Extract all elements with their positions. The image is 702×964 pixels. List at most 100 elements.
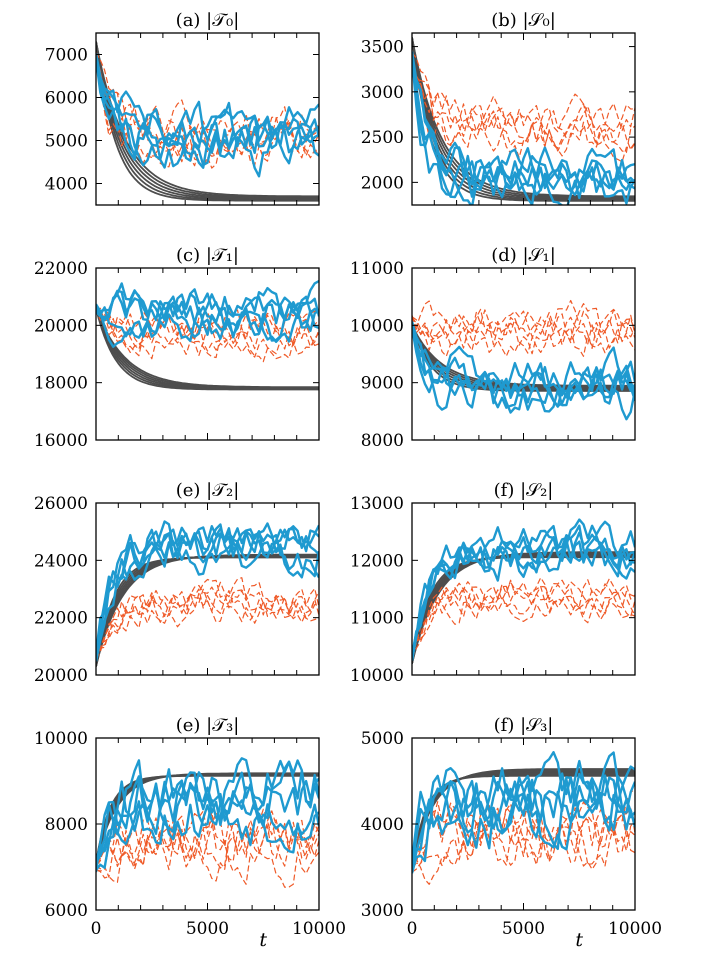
panel-title: (c) |𝒯₁|	[176, 245, 239, 266]
x-tick-label: 5000	[502, 919, 545, 939]
y-tick-label: 24000	[34, 551, 88, 571]
series-group	[96, 41, 319, 202]
series-sim-b-line	[96, 596, 319, 660]
series-sim-b-line	[96, 578, 319, 661]
y-tick-label: 3500	[361, 38, 404, 58]
y-tick-label: 7000	[45, 46, 88, 66]
series-sim-b-line	[96, 819, 319, 888]
y-tick-label: 18000	[34, 374, 88, 394]
series-sim-a-line	[412, 327, 635, 397]
panel-title: (e) |𝒯₂|	[176, 480, 240, 501]
series-sim-b-line	[412, 804, 635, 870]
series-sim-b-line	[96, 52, 319, 140]
series-sim-b-line	[412, 58, 635, 154]
series-model-line	[96, 307, 319, 389]
y-tick-label: 22000	[34, 259, 88, 279]
series-sim-b-line	[412, 315, 635, 357]
y-tick-label: 10000	[350, 666, 404, 686]
y-tick-label: 22000	[34, 609, 88, 629]
panel-title: (d) |𝒮₁|	[491, 245, 556, 266]
y-tick-label: 5000	[361, 729, 404, 749]
series-sim-b-line	[96, 808, 319, 873]
series-sim-b-line	[412, 585, 635, 658]
series-sim-b-line	[96, 54, 319, 168]
series-sim-b-line	[412, 57, 635, 163]
x-tick-label: 0	[407, 919, 418, 939]
panel-T2: (e) |𝒯₂| 20000 22000 24000 26000	[34, 480, 320, 686]
series-sim-a-line	[96, 52, 319, 148]
series-model-line	[412, 551, 635, 664]
y-tick-label: 6000	[45, 89, 88, 109]
series-sim-b-line	[412, 58, 635, 149]
series-group	[412, 37, 635, 205]
series-sim-a-line	[96, 759, 319, 864]
y-tick-label: 13000	[350, 494, 404, 514]
x-axis-label: t	[259, 929, 267, 951]
y-tick-label: 3000	[361, 901, 404, 921]
series-sim-a-line	[412, 518, 635, 658]
y-tick-label: 2500	[361, 128, 404, 148]
series-group	[96, 520, 319, 667]
series-sim-b-line	[412, 54, 635, 157]
series-sim-a-line	[96, 771, 319, 873]
y-tick-label: 8000	[45, 815, 88, 835]
y-tick-label: 26000	[34, 494, 88, 514]
y-tick-label: 10000	[350, 316, 404, 336]
series-sim-a-line	[96, 58, 319, 155]
series-sim-a-line	[412, 327, 635, 409]
panel-S2: (f) |𝒮₂| 10000 11000 12000 13000	[350, 480, 636, 686]
series-sim-b-line	[96, 817, 319, 878]
series-group	[412, 518, 635, 664]
series-sim-a-line	[96, 531, 319, 662]
panel-title: (a) |𝒯₀|	[176, 10, 240, 31]
series-sim-a-line	[96, 282, 319, 322]
series-sim-b-line	[412, 577, 635, 658]
panel-T0: (a) |𝒯₀| 4000 5000 6000 7000	[45, 10, 320, 206]
series-sim-b-line	[412, 299, 635, 341]
series-sim-a-line	[96, 57, 319, 169]
panel-S1: (d) |𝒮₁| 8000 9000 10000 11000	[350, 245, 636, 451]
x-axis-label: t	[575, 929, 583, 951]
y-tick-label: 2000	[361, 173, 404, 193]
series-group	[96, 757, 319, 888]
series-sim-b-line	[96, 584, 319, 659]
series-sim-a-line	[96, 279, 319, 331]
panel-title: (f) |𝒮₂|	[494, 480, 554, 501]
panel-title: (f) |𝒮₃|	[494, 715, 554, 736]
panel-T3: (e) |𝒯₃| 6000 8000 10000 0 5000 10000 t	[34, 715, 346, 951]
series-sim-a-line	[412, 53, 635, 191]
plot-frame	[95, 502, 320, 676]
series-sim-b-line	[412, 802, 635, 866]
series-sim-b-line	[412, 315, 635, 355]
y-tick-label: 16000	[34, 431, 88, 451]
series-group	[412, 751, 635, 885]
series-sim-b-line	[412, 788, 635, 862]
series-sim-a-line	[412, 59, 635, 193]
y-tick-label: 11000	[350, 259, 404, 279]
x-tick-label: 10000	[608, 919, 662, 939]
series-sim-a-line	[96, 757, 319, 863]
y-tick-label: 8000	[361, 431, 404, 451]
series-sim-a-line	[412, 524, 635, 655]
series-sim-b-line	[412, 582, 635, 657]
y-tick-label: 9000	[361, 374, 404, 394]
y-tick-label: 3000	[361, 83, 404, 103]
series-sim-b-line	[412, 52, 635, 143]
series-model-line	[412, 37, 635, 200]
series-sim-a-line	[96, 520, 319, 660]
panel-title: (e) |𝒯₃|	[176, 715, 240, 736]
x-tick-label: 0	[91, 919, 102, 939]
y-tick-label: 4000	[361, 815, 404, 835]
series-group	[96, 279, 319, 391]
series-sim-a-line	[412, 53, 635, 199]
y-tick-label: 12000	[350, 551, 404, 571]
panel-S3: (f) |𝒮₃| 3000 4000 5000 0 5000 10000 t	[361, 715, 662, 951]
panel-title: (b) |𝒮₀|	[491, 10, 556, 31]
series-sim-a-line	[412, 751, 635, 873]
x-tick-label: 10000	[292, 919, 346, 939]
series-sim-b-line	[412, 303, 635, 344]
y-tick-label: 6000	[45, 901, 88, 921]
plot-frame	[411, 267, 636, 441]
panel-T1: (c) |𝒯₁| 16000 18000 20000 22000	[34, 245, 320, 451]
